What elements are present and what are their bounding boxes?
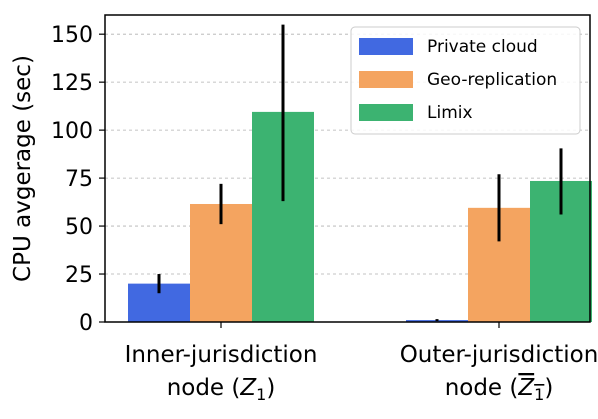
legend-label: Limix [427,103,473,123]
y-tick-label: 150 [51,23,93,48]
legend-label: Private cloud [427,37,538,57]
x-tick-label: Outer-jurisdiction [400,342,598,368]
math-subscript: 1 [534,385,544,404]
legend: Private cloud Geo-replication Limix [350,26,581,135]
bars [128,111,592,322]
y-tick-label: 0 [79,311,93,336]
x-tick-label: Inner-jurisdiction [125,342,318,368]
paren: ) [266,375,275,401]
paren: ) [544,375,553,401]
y-tick-label: 75 [65,167,93,192]
math-subscript: 1 [256,385,266,404]
y-axis: 0 25 50 75 100 125 150 [51,23,105,336]
plot-frame [104,14,591,323]
math-symbol: Z [517,375,535,401]
y-axis-label: CPU avgerage (sec) [10,55,36,282]
x-axis: Inner-jurisdiction node (Z1) Outer-jurisdi… [125,322,598,404]
legend-label: Geo-replication [427,70,557,90]
legend-swatch [359,104,413,121]
x-tick-label: node (Z1) [445,375,554,404]
y-tick-label: 100 [51,119,93,144]
math-symbol: Z [239,375,257,401]
legend-swatch [359,38,413,55]
x-tick-label: node (Z1) [167,375,276,404]
error-bars [157,24,563,322]
y-tick-label: 50 [65,215,93,240]
y-tick-label: 125 [51,71,93,96]
y-tick-label: 25 [65,263,93,288]
legend-swatch [359,71,413,88]
